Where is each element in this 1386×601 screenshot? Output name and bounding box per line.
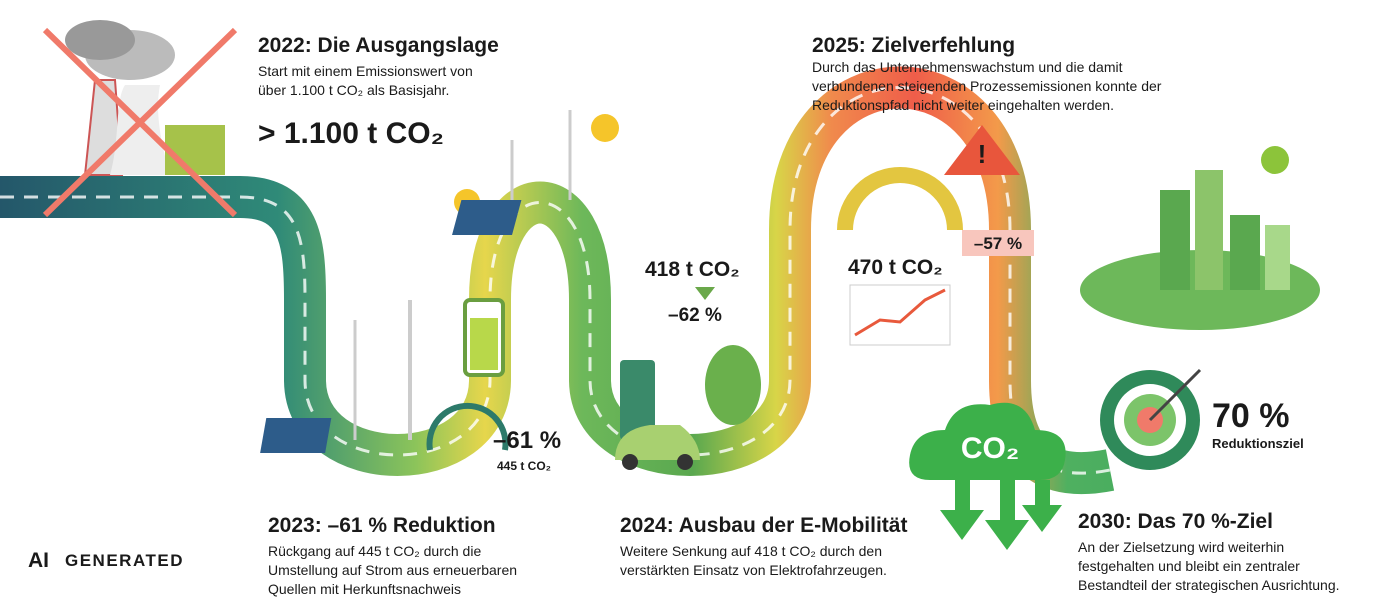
stage-text: An der Zielsetzung wird weiterhin	[1078, 539, 1284, 555]
stage-text: Quellen mit Herkunftsnachweis	[268, 581, 461, 597]
target	[1100, 368, 1202, 470]
stage-text: Bestandteil der strategischen Ausrichtun…	[1078, 577, 1340, 593]
target-label: Reduktionsziel	[1212, 436, 1304, 451]
watermark-text: GENERATED	[65, 551, 184, 570]
stage-text: Start mit einem Emissionswert von	[258, 63, 473, 79]
target-percent: 70 %	[1212, 397, 1290, 435]
amount: 445 t CO₂	[497, 459, 551, 473]
stage-title: 2022: Die Ausgangslage	[258, 34, 499, 57]
stage-text: verbundenen steigenden Prozessemissionen…	[812, 78, 1162, 94]
stage-text: festgehalten und bleibt ein zentraler	[1078, 558, 1300, 574]
percent: –62 %	[668, 305, 722, 326]
stage-text: Umstellung auf Strom aus erneuerbaren	[268, 562, 517, 578]
decorations: !	[260, 110, 1320, 470]
stage-text: Reduktionspfad nicht weiter eingehalten …	[812, 97, 1114, 113]
stage-value: > 1.100 t CO₂	[258, 117, 444, 150]
percent-box	[962, 230, 1034, 256]
percent: –57 %	[974, 234, 1022, 253]
co2-cloud: CO₂	[909, 402, 1066, 550]
stage-title: 2023: –61 % Reduktion	[268, 514, 496, 537]
amount: 470 t CO₂	[848, 256, 943, 279]
stage-title: 2024: Ausbau der E-Mobilität	[620, 514, 907, 537]
warning-mark: !	[978, 139, 987, 169]
stage-text: Durch das Unternehmenswachstum und die d…	[812, 59, 1123, 75]
amount: 418 t CO₂	[645, 258, 740, 281]
percent: –61 %	[493, 427, 561, 454]
stage-text: verstärkten Einsatz von Elektrofahrzeuge…	[620, 562, 887, 578]
stage-title: 2025: Zielverfehlung	[812, 34, 1015, 57]
watermark-ai: AI	[28, 549, 49, 572]
stage-text: über 1.100 t CO₂ als Basisjahr.	[258, 82, 449, 98]
stage-text: Weitere Senkung auf 418 t CO₂ durch den	[620, 543, 882, 559]
cloud-label: CO₂	[961, 432, 1019, 465]
factory-icon	[42, 20, 238, 218]
stage-title: 2030: Das 70 %-Ziel	[1078, 510, 1273, 533]
stage-text: Rückgang auf 445 t CO₂ durch die	[268, 543, 481, 559]
